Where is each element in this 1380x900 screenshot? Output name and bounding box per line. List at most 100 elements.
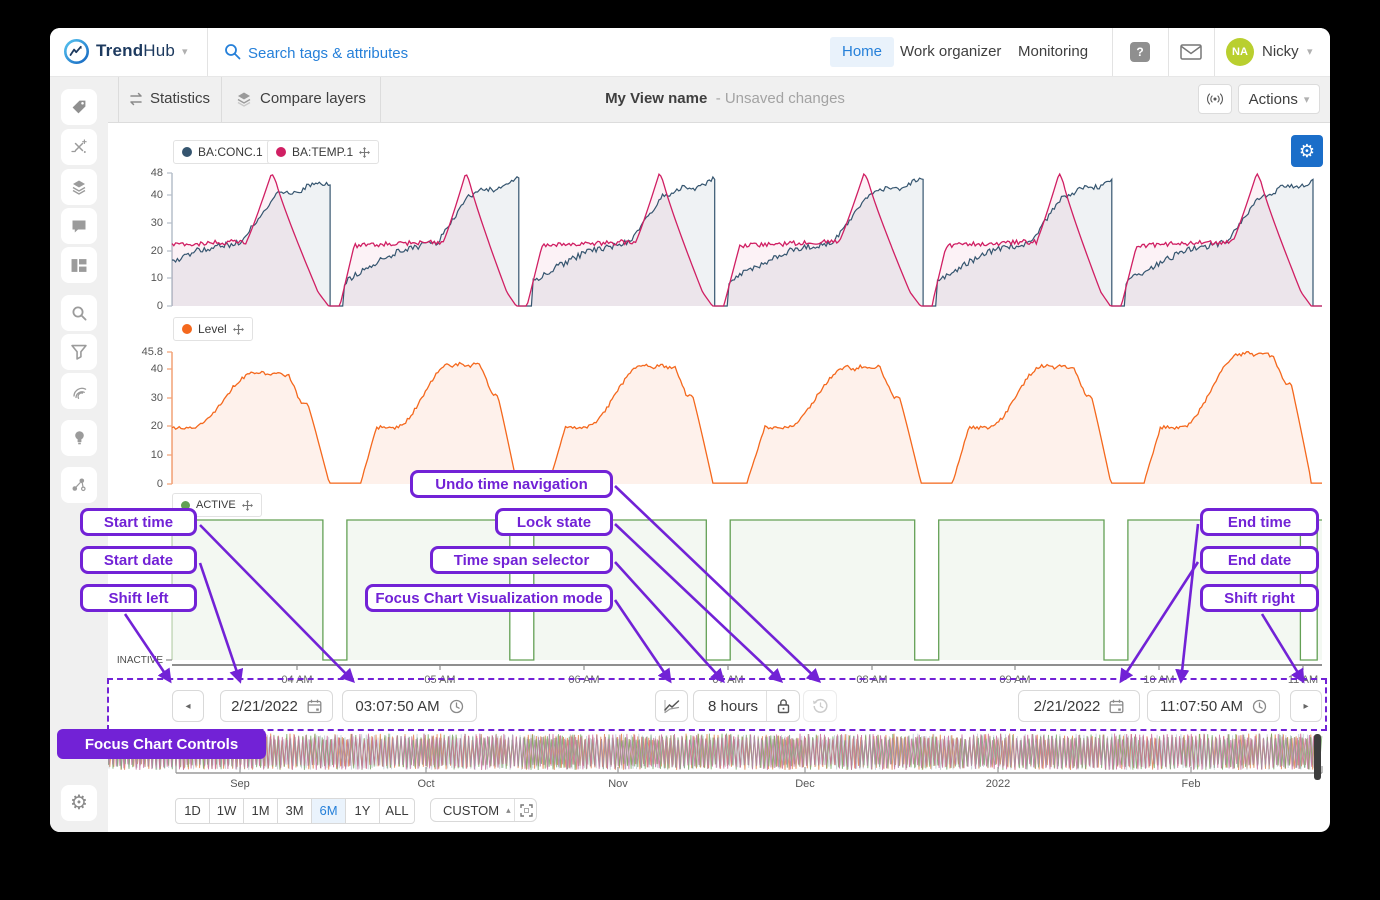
x-tick: 05 AM [424,674,455,686]
chart-settings-button[interactable]: ⚙ [1291,135,1323,167]
user-name[interactable]: Nicky [1262,43,1299,60]
brand-menu-caret[interactable]: ▾ [182,46,188,58]
chart2-axis: 45.8 40 30 20 10 0 [142,346,173,490]
range-1y-button[interactable]: 1Y [346,799,380,823]
range-1m-button[interactable]: 1M [244,799,278,823]
overview-scrub-handle[interactable] [1314,734,1321,780]
month-tick: Nov [608,778,628,790]
divider [514,799,515,821]
undo-time-navigation-button[interactable] [803,690,837,722]
sidebar-item-context[interactable] [61,467,97,503]
range-all-button[interactable]: ALL [385,803,409,818]
series-color-dot [276,147,286,157]
custom-range-button[interactable]: CUSTOM ▴ [430,798,537,822]
legend-chip-active[interactable]: ACTIVE [172,493,262,517]
start-time-field[interactable]: 03:07:50 AM [342,690,477,722]
sidebar-item-calculations[interactable] [61,129,97,165]
overview-chart[interactable] [104,733,1323,771]
x-tick: 07 AM [712,674,743,686]
sidebar-item-dashboard[interactable] [61,247,97,283]
legend-label: BA:TEMP.1 [292,145,354,159]
callout-lock-state: Lock state [495,508,613,536]
chart3-series[interactable] [172,519,1322,661]
visualization-mode-button[interactable] [655,690,688,722]
divider [207,28,208,76]
shift-right-button[interactable]: ▸ [1290,690,1322,722]
actions-button[interactable]: Actions ▾ [1238,84,1320,114]
inactive-label: INACTIVE [117,655,163,666]
end-date-field[interactable]: 2/21/2022 [1018,690,1140,722]
lock-state-button[interactable] [776,698,791,718]
month-tick: 2022 [986,778,1010,790]
sidebar-item-recommendations[interactable] [61,420,97,456]
select-region-icon[interactable] [520,804,533,817]
tab-compare-layers[interactable]: Compare layers [260,90,366,107]
tab-statistics[interactable]: Statistics [150,90,211,107]
y-tick: 30 [151,392,163,404]
range-1d-button[interactable]: 1D [176,799,210,823]
app-window: TrendHub ▾ Home Work organizer Monitorin… [50,28,1330,832]
move-icon[interactable] [359,146,371,158]
chart1-series[interactable] [171,172,1322,307]
search-icon [225,44,241,60]
sidebar-item-fingerprint[interactable] [61,373,97,409]
y-tick: 10 [151,449,163,461]
x-tick: 08 AM [856,674,887,686]
range-1w-button[interactable]: 1W [210,799,244,823]
sidebar-item-tags[interactable] [61,89,97,125]
start-time-value: 03:07:50 AM [355,697,440,715]
help-icon[interactable]: ? [1130,42,1150,62]
sidebar-item-comments[interactable] [61,208,97,244]
legend-chip-level[interactable]: Level [173,317,253,341]
overview-series-1 [104,733,1323,771]
start-date-field[interactable]: 2/21/2022 [220,690,333,722]
chevron-right-icon: ▸ [1303,700,1309,712]
end-time-field[interactable]: 11:07:50 AM [1147,690,1280,722]
broadcast-button[interactable] [1198,84,1232,114]
end-time-value: 11:07:50 AM [1159,697,1244,715]
overview-axis: Sep Oct Nov Dec 2022 Feb [175,766,1323,790]
y-tick: 48 [151,167,163,179]
callout-focus-visualization-mode: Focus Chart Visualization mode [365,584,613,612]
lightbulb-icon [74,431,84,445]
shift-left-button[interactable]: ◂ [172,690,204,722]
comment-icon [72,220,86,232]
month-tick: Sep [230,778,250,790]
divider [1214,28,1215,76]
lock-icon [777,699,790,714]
move-icon[interactable] [232,323,244,335]
nav-tab-home[interactable]: Home [830,37,895,67]
focus-charts[interactable]: 48 40 30 20 10 0 45.8 40 30 20 10 0 INAC… [50,28,1330,832]
mail-icon[interactable] [1180,44,1202,60]
chevron-up-icon: ▴ [506,804,511,815]
gear-icon: ⚙ [1298,141,1316,161]
callout-end-time: End time [1200,508,1319,536]
search-input[interactable] [246,39,670,67]
trend-chart-icon [663,700,679,714]
legend-chip-temp[interactable]: BA:TEMP.1 [267,140,380,164]
clock-icon [449,699,463,713]
avatar[interactable]: NA [1226,38,1254,66]
range-3m-button[interactable]: 3M [278,799,312,823]
sidebar-item-layers[interactable] [61,169,97,205]
chevron-left-icon: ◂ [185,700,191,712]
y-tick: 0 [157,478,163,490]
divider [766,691,767,721]
sidebar-item-filter[interactable] [61,334,97,370]
series-color-dot [181,500,190,510]
y-tick: 40 [151,363,163,375]
user-menu-caret[interactable]: ▾ [1307,46,1313,58]
nav-tab-work-organizer[interactable]: Work organizer [900,43,1002,60]
time-span-value[interactable]: 8 hours [708,697,759,715]
nav-tab-monitoring[interactable]: Monitoring [1018,43,1089,60]
y-tick: 30 [151,217,163,229]
time-span-group: 8 hours [693,690,800,722]
divider [118,76,119,122]
range-6m-button[interactable]: 6M [312,799,346,823]
top-header: TrendHub ▾ Home Work organizer Monitorin… [50,28,1330,77]
fingerprint-icon [72,387,86,399]
chart2-series[interactable] [171,351,1322,484]
sidebar-item-search[interactable] [61,295,97,331]
sidebar-item-settings[interactable]: ⚙ [61,785,97,821]
move-icon[interactable] [241,499,253,511]
